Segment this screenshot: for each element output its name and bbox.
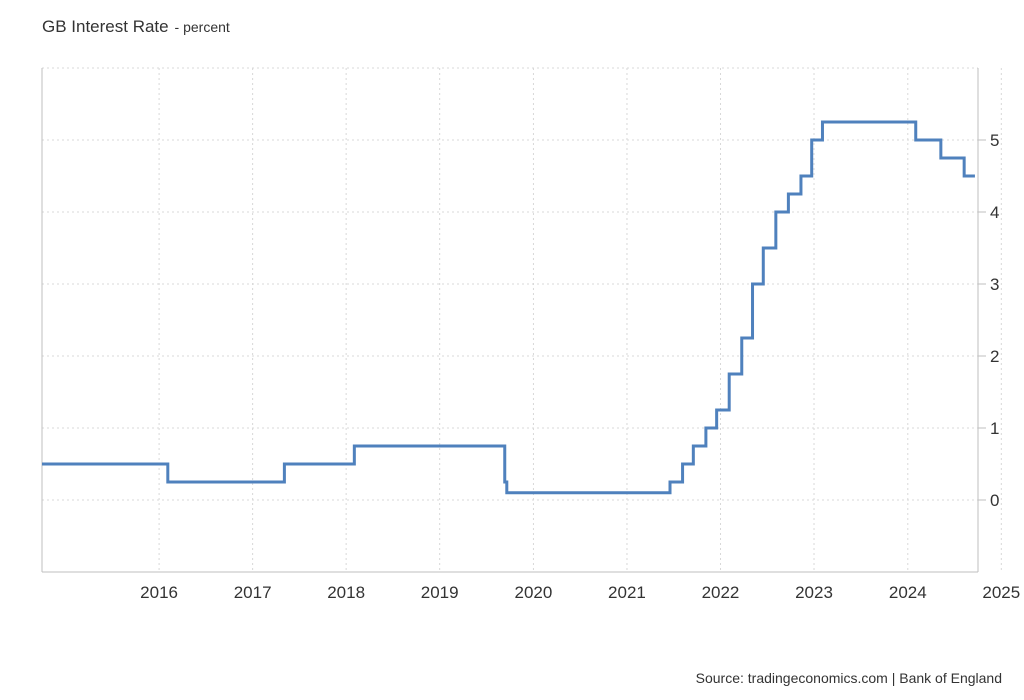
y-tick-label: 0: [990, 491, 999, 510]
x-tick-label: 2022: [702, 583, 740, 602]
series-line: [42, 120, 975, 495]
axes: [41, 68, 986, 573]
series-layer: [42, 120, 975, 495]
subtitle-separator: -: [170, 19, 184, 35]
y-tick-label: 5: [990, 131, 999, 150]
y-tick-label: 4: [990, 203, 999, 222]
y-tick-label: 1: [990, 419, 999, 438]
y-tick-label: 2: [990, 347, 999, 366]
tick-labels: 2016 2017 2018 2019 2020 2021 2022 2023 2024 2025…: [140, 131, 1020, 602]
x-tick-label: 2025: [982, 583, 1020, 602]
x-tick-label: 2024: [889, 583, 927, 602]
subtitle-text: percent: [183, 19, 230, 35]
x-tick-label: 2016: [140, 583, 178, 602]
x-tick-label: 2020: [515, 583, 553, 602]
x-tick-label: 2021: [608, 583, 646, 602]
chart-title-main: GB Interest Rate: [42, 17, 169, 36]
x-tick-label: 2018: [327, 583, 365, 602]
x-tick-label: 2017: [234, 583, 272, 602]
x-tick-label: 2023: [795, 583, 833, 602]
chart-title-sub: - percent: [171, 19, 230, 35]
chart-title: GB Interest Rate - percent: [42, 17, 230, 37]
grid: [42, 67, 1002, 572]
y-tick-label: 3: [990, 275, 999, 294]
source-note: Source: tradingeconomics.com | Bank of E…: [695, 670, 1002, 686]
x-tick-label: 2019: [421, 583, 459, 602]
